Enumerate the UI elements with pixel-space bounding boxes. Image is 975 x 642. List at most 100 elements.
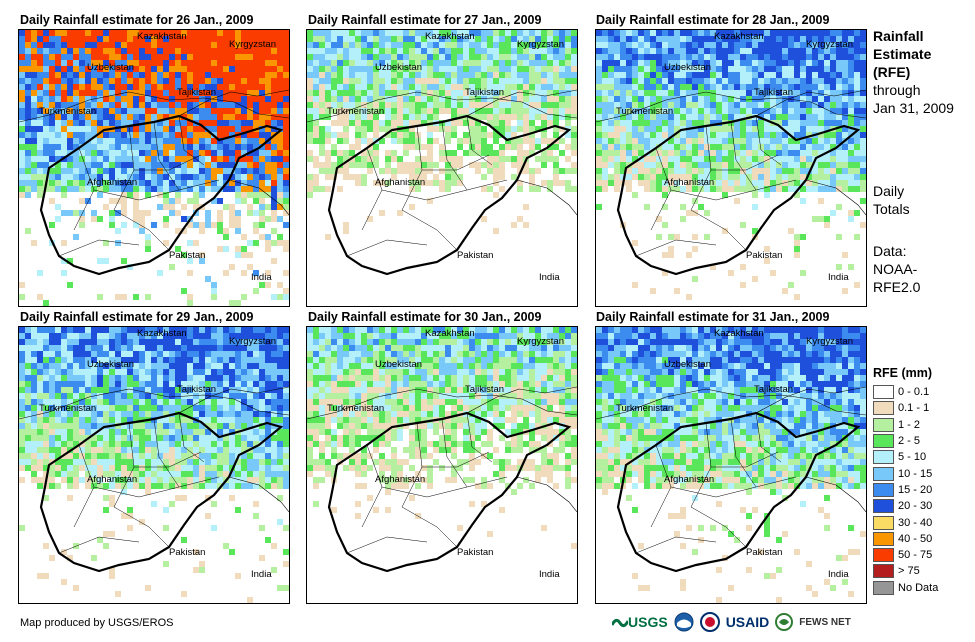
country-label-kyrgyzstan: Kyrgyzstan [806, 336, 853, 347]
country-label-afghanistan: Afghanistan [375, 474, 425, 485]
side-title: Rainfall Estimate (RFE) through Jan 31, … [873, 27, 954, 117]
usaid-seal-icon [699, 612, 720, 632]
legend-label: 15 - 20 [898, 483, 933, 496]
country-label-turkmenistan: Turkmenistan [39, 106, 96, 117]
legend-label: 2 - 5 [898, 435, 921, 448]
legend-swatch [873, 515, 894, 530]
rainfall-map-4: Kazakhstan Kyrgyzstan Uzbekistan Tajikistan… [18, 326, 290, 604]
side-title-line-2: Estimate [873, 46, 932, 62]
country-label-afghanistan: Afghanistan [87, 177, 137, 188]
rainfall-map-5: Kazakhstan Kyrgyzstan Uzbekistan Tajikistan… [306, 326, 578, 604]
legend-swatch [873, 417, 894, 432]
panel-title-5: Daily Rainfall estimate for 30 Jan., 200… [308, 310, 542, 324]
legend-label: 20 - 30 [898, 500, 933, 513]
legend-label: 40 - 50 [898, 532, 933, 545]
country-label-pakistan: Pakistan [169, 250, 205, 261]
legend-item: 2 - 5 [873, 433, 938, 449]
legend-item: No Data [873, 580, 938, 596]
rainfall-map-svg: Kazakhstan Kyrgyzstan Uzbekistan Tajikistan… [19, 327, 289, 603]
rainfall-map-1: Kazakhstan Kyrgyzstan Uzbekistan Tajikistan… [18, 29, 290, 307]
side-daily-line-1: Daily [873, 183, 905, 199]
legend-item: 10 - 15 [873, 465, 938, 481]
legend-item: 30 - 40 [873, 514, 938, 530]
country-label-afghanistan: Afghanistan [664, 474, 714, 485]
country-label-tajikistan: Tajikistan [177, 87, 216, 98]
legend-item: 20 - 30 [873, 498, 938, 514]
country-label-kyrgyzstan: Kyrgyzstan [517, 336, 564, 347]
legend-label: 1 - 2 [898, 418, 921, 431]
country-label-india: India [539, 569, 560, 580]
country-label-kazakhstan: Kazakhstan [137, 328, 187, 339]
partner-logos: USGS USAID FEWS NET [612, 612, 851, 632]
country-label-afghanistan: Afghanistan [664, 177, 714, 188]
rainfall-map-3: Kazakhstan Kyrgyzstan Uzbekistan Tajikistan… [595, 29, 867, 307]
country-label-kazakhstan: Kazakhstan [425, 328, 475, 339]
country-label-kazakhstan: Kazakhstan [137, 31, 187, 42]
panel-title-1: Daily Rainfall estimate for 26 Jan., 200… [20, 13, 254, 27]
country-label-uzbekistan: Uzbekistan [375, 359, 422, 370]
noaa-seal-icon [674, 612, 694, 632]
rainfall-map-svg: Kazakhstan Kyrgyzstan Uzbekistan Tajikistan… [19, 30, 289, 306]
country-label-kyrgyzstan: Kyrgyzstan [806, 39, 853, 50]
legend-swatch [873, 580, 894, 595]
legend-rows: 0 - 0.1 0.1 - 1 1 - 2 2 - 5 5 - 10 10 - 15 15 … [873, 384, 938, 596]
country-label-tajikistan: Tajikistan [754, 384, 793, 395]
legend-label: > 75 [898, 565, 920, 578]
legend-swatch [873, 450, 894, 465]
legend-label: 30 - 40 [898, 516, 933, 529]
fewsnet-globe-icon [775, 613, 794, 631]
country-label-kyrgyzstan: Kyrgyzstan [229, 336, 276, 347]
country-label-tajikistan: Tajikistan [754, 87, 793, 98]
legend-swatch [873, 548, 894, 563]
country-label-pakistan: Pakistan [457, 547, 493, 558]
legend-item: 15 - 20 [873, 482, 938, 498]
country-label-india: India [828, 272, 849, 283]
legend-swatch [873, 466, 894, 481]
usgs-logo-text: USGS [628, 614, 668, 630]
legend-title: RFE (mm) [873, 366, 933, 380]
country-label-uzbekistan: Uzbekistan [375, 62, 422, 73]
country-label-turkmenistan: Turkmenistan [39, 403, 96, 414]
country-label-kazakhstan: Kazakhstan [714, 328, 764, 339]
rainfall-map-svg: Kazakhstan Kyrgyzstan Uzbekistan Tajikistan… [596, 327, 866, 603]
panel-title-2: Daily Rainfall estimate for 27 Jan., 200… [308, 13, 542, 27]
legend-label: 0 - 0.1 [898, 386, 930, 399]
country-label-afghanistan: Afghanistan [87, 474, 137, 485]
country-label-india: India [251, 272, 272, 283]
side-data-source: Data: NOAA- RFE2.0 [873, 242, 920, 296]
legend-item: 0.1 - 1 [873, 400, 938, 416]
country-label-pakistan: Pakistan [457, 250, 493, 261]
side-date: Jan 31, 2009 [873, 100, 954, 116]
country-label-uzbekistan: Uzbekistan [87, 62, 134, 73]
country-label-kazakhstan: Kazakhstan [425, 31, 475, 42]
side-title-line-3: (RFE) [873, 64, 911, 80]
country-label-turkmenistan: Turkmenistan [327, 106, 384, 117]
side-data-line-2: NOAA- [873, 261, 918, 277]
country-label-tajikistan: Tajikistan [465, 384, 504, 395]
country-label-india: India [539, 272, 560, 283]
legend-item: 1 - 2 [873, 417, 938, 433]
legend-swatch [873, 385, 894, 400]
country-label-tajikistan: Tajikistan [177, 384, 216, 395]
side-daily-line-2: Totals [873, 201, 910, 217]
usgs-logo: USGS [612, 614, 668, 630]
country-label-afghanistan: Afghanistan [375, 177, 425, 188]
country-label-turkmenistan: Turkmenistan [616, 403, 673, 414]
country-label-india: India [251, 569, 272, 580]
country-label-turkmenistan: Turkmenistan [616, 106, 673, 117]
legend-item: 40 - 50 [873, 531, 938, 547]
country-label-turkmenistan: Turkmenistan [327, 403, 384, 414]
legend-item: > 75 [873, 563, 938, 579]
fewsnet-logo-text: FEWS NET [799, 616, 851, 628]
side-daily: Daily Totals [873, 182, 910, 218]
rainfall-map-svg: Kazakhstan Kyrgyzstan Uzbekistan Tajikistan… [596, 30, 866, 300]
country-label-kyrgyzstan: Kyrgyzstan [517, 39, 564, 50]
legend-item: 50 - 75 [873, 547, 938, 563]
rfe-legend: RFE (mm) 0 - 0.1 0.1 - 1 1 - 2 2 - 5 5 - 10 1… [873, 366, 938, 596]
rainfall-map-svg: Kazakhstan Kyrgyzstan Uzbekistan Tajikistan… [307, 327, 577, 580]
legend-item: 0 - 0.1 [873, 384, 938, 400]
panel-title-4: Daily Rainfall estimate for 29 Jan., 200… [20, 310, 254, 324]
country-label-kyrgyzstan: Kyrgyzstan [229, 39, 276, 50]
country-label-pakistan: Pakistan [169, 547, 205, 558]
rainfall-map-svg: Kazakhstan Kyrgyzstan Uzbekistan Tajikistan… [307, 30, 577, 283]
